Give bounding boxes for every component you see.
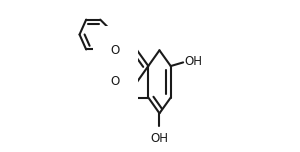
Text: OH: OH [184, 55, 202, 68]
Text: O: O [111, 75, 120, 88]
Text: OH: OH [151, 132, 169, 145]
Text: O: O [111, 44, 120, 57]
